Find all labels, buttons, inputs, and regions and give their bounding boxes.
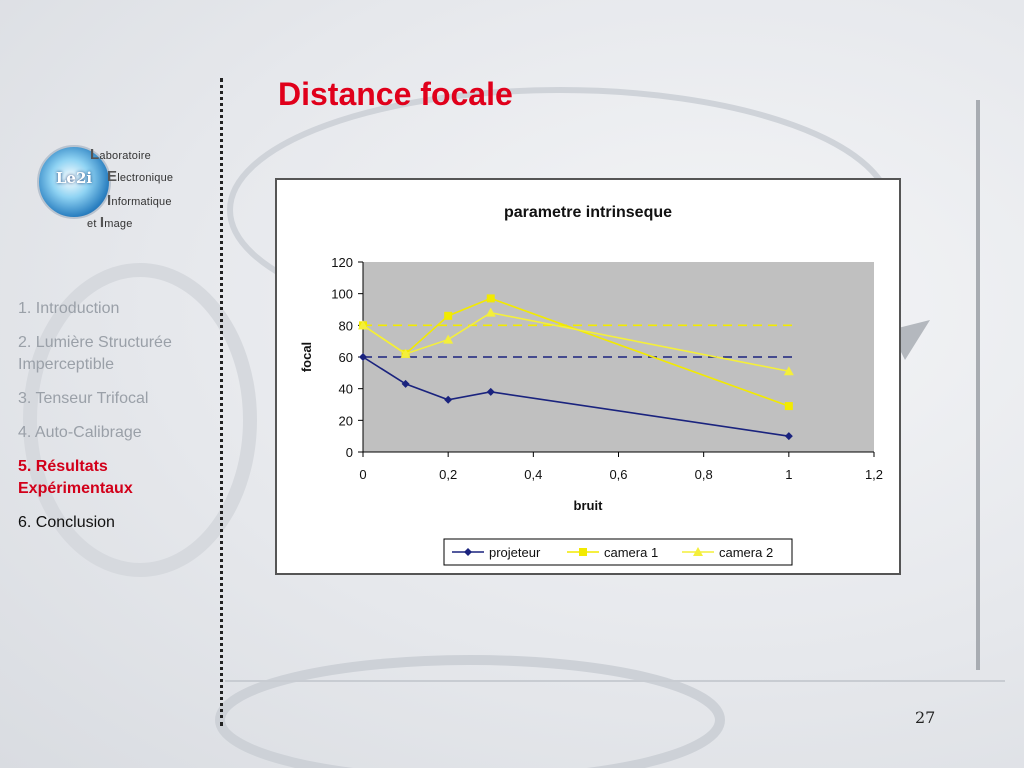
slide-title: Distance focale <box>278 76 513 112</box>
x-tick-label: 1,2 <box>865 467 883 482</box>
right-vertical-bar <box>976 100 980 670</box>
outline-item-tenseur[interactable]: 3. Tenseur Trifocal <box>18 390 149 407</box>
y-axis-label: focal <box>299 342 314 372</box>
x-tick-label: 0,8 <box>695 467 713 482</box>
le2i-logo: Le2i Laboratoire Electronique Informatiq… <box>32 140 192 250</box>
x-tick-label: 0,4 <box>524 467 542 482</box>
legend-label: projeteur <box>489 545 541 560</box>
page-number: 27 <box>915 708 936 727</box>
logo-word-informatique: Informatique <box>107 192 172 209</box>
chart-title: parametre intrinseque <box>504 204 672 221</box>
y-tick-label: 0 <box>346 445 353 460</box>
data-point <box>486 387 495 396</box>
dotted-divider <box>220 78 223 726</box>
logo-word-image: et Image <box>87 214 133 231</box>
data-point <box>359 353 367 361</box>
outline-item-autocalibrage[interactable]: 4. Auto-Calibrage <box>18 424 142 441</box>
y-tick-label: 120 <box>331 255 353 270</box>
data-point <box>400 348 411 358</box>
legend-marker <box>464 548 472 556</box>
logo-word-electronique: Electronique <box>107 168 174 185</box>
data-point <box>443 334 454 344</box>
legend-label: camera 1 <box>604 545 658 560</box>
data-point <box>784 432 793 441</box>
data-point <box>784 402 793 411</box>
legend-label: camera 2 <box>719 545 773 560</box>
x-tick-label: 0,2 <box>439 467 457 482</box>
logo-badge: Le2i <box>55 169 93 187</box>
line-chart: parametre intrinseque 0 20 40 60 80 100 120 0 0,2… <box>299 204 883 566</box>
outline-item-conclusion[interactable]: 6. Conclusion <box>18 514 115 531</box>
data-point <box>783 366 794 376</box>
data-point <box>485 307 496 317</box>
y-tick-label: 100 <box>331 287 353 302</box>
data-point <box>486 294 495 303</box>
outline-item-resultats[interactable]: 5. Résultats Expérimentaux <box>18 458 133 497</box>
x-tick-label: 1 <box>785 467 792 482</box>
outline-item-introduction[interactable]: 1. Introduction <box>18 300 120 317</box>
chart-container: parametre intrinseque 0 20 40 60 80 100 120 0 0,2… <box>275 178 901 575</box>
logo-globe-icon <box>37 145 111 219</box>
y-tick-label: 80 <box>339 318 353 333</box>
x-tick-label: 0,6 <box>609 467 627 482</box>
y-tick-label: 20 <box>339 413 353 428</box>
bottom-rule <box>225 680 1005 682</box>
legend-box <box>443 538 793 566</box>
y-tick-label: 60 <box>339 350 353 365</box>
legend-marker <box>579 548 587 556</box>
outline-nav: 1. Introduction 2. Lumière Structurée Im… <box>18 298 208 546</box>
data-point <box>401 379 410 388</box>
data-point <box>444 395 453 404</box>
data-point <box>358 320 368 330</box>
x-axis-label: bruit <box>574 498 604 513</box>
outline-item-lumiere[interactable]: 2. Lumière Structurée Imperceptible <box>18 334 172 373</box>
data-point <box>444 311 453 320</box>
legend-marker <box>693 547 703 556</box>
x-tick-label: 0 <box>359 467 366 482</box>
y-tick-label: 40 <box>339 382 353 397</box>
logo-word-laboratoire: Laboratoire <box>90 146 151 163</box>
